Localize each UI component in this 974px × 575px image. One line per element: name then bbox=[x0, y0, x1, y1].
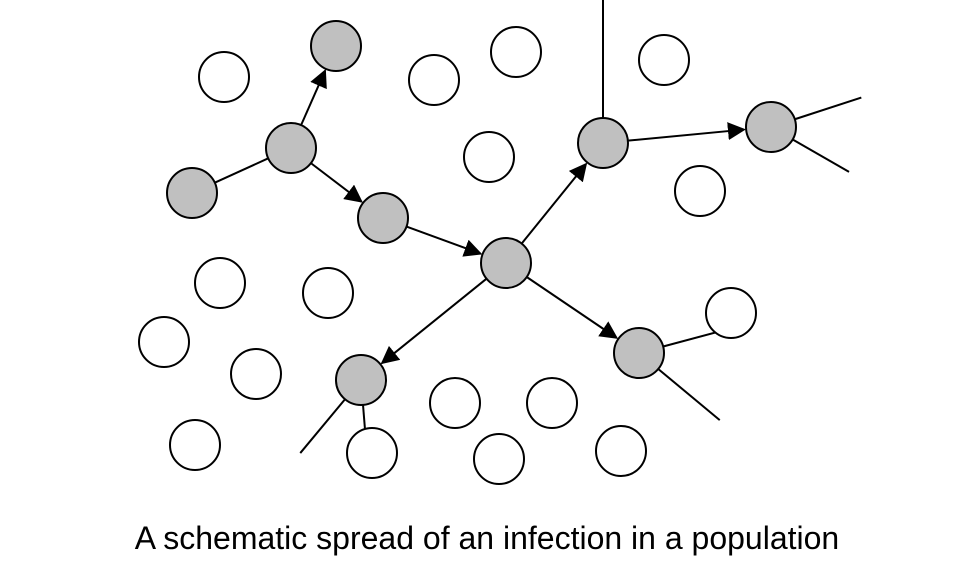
node-uninfected bbox=[706, 288, 756, 338]
node-uninfected bbox=[596, 426, 646, 476]
node-uninfected bbox=[464, 132, 514, 182]
node-uninfected bbox=[231, 349, 281, 399]
edge-stub bbox=[658, 369, 720, 420]
node-infected bbox=[614, 328, 664, 378]
node-uninfected bbox=[199, 52, 249, 102]
diagram-caption: A schematic spread of an infection in a … bbox=[0, 520, 974, 557]
node-uninfected bbox=[303, 268, 353, 318]
node-uninfected bbox=[170, 420, 220, 470]
node-infected bbox=[481, 238, 531, 288]
node-infected bbox=[578, 118, 628, 168]
node-uninfected bbox=[347, 428, 397, 478]
edge-stub bbox=[793, 139, 849, 171]
node-uninfected bbox=[491, 27, 541, 77]
edge bbox=[628, 130, 744, 141]
node-infected bbox=[311, 21, 361, 71]
edge bbox=[527, 277, 617, 338]
node-infected bbox=[358, 193, 408, 243]
diagram-svg bbox=[0, 0, 974, 575]
edge bbox=[522, 164, 586, 244]
node-uninfected bbox=[675, 166, 725, 216]
edge bbox=[406, 227, 480, 254]
edge-stub bbox=[300, 399, 345, 453]
edge bbox=[215, 158, 268, 182]
node-infected bbox=[167, 168, 217, 218]
node-uninfected bbox=[430, 378, 480, 428]
node-uninfected bbox=[139, 317, 189, 367]
edge bbox=[301, 71, 325, 125]
edge-stub bbox=[795, 98, 862, 120]
node-infected bbox=[266, 123, 316, 173]
node-infected bbox=[746, 102, 796, 152]
diagram-canvas: A schematic spread of an infection in a … bbox=[0, 0, 974, 575]
node-uninfected bbox=[195, 258, 245, 308]
node-uninfected bbox=[527, 378, 577, 428]
node-uninfected bbox=[639, 35, 689, 85]
node-infected bbox=[336, 355, 386, 405]
node-uninfected bbox=[474, 434, 524, 484]
edge bbox=[311, 163, 362, 202]
edge bbox=[382, 279, 487, 363]
node-uninfected bbox=[409, 55, 459, 105]
